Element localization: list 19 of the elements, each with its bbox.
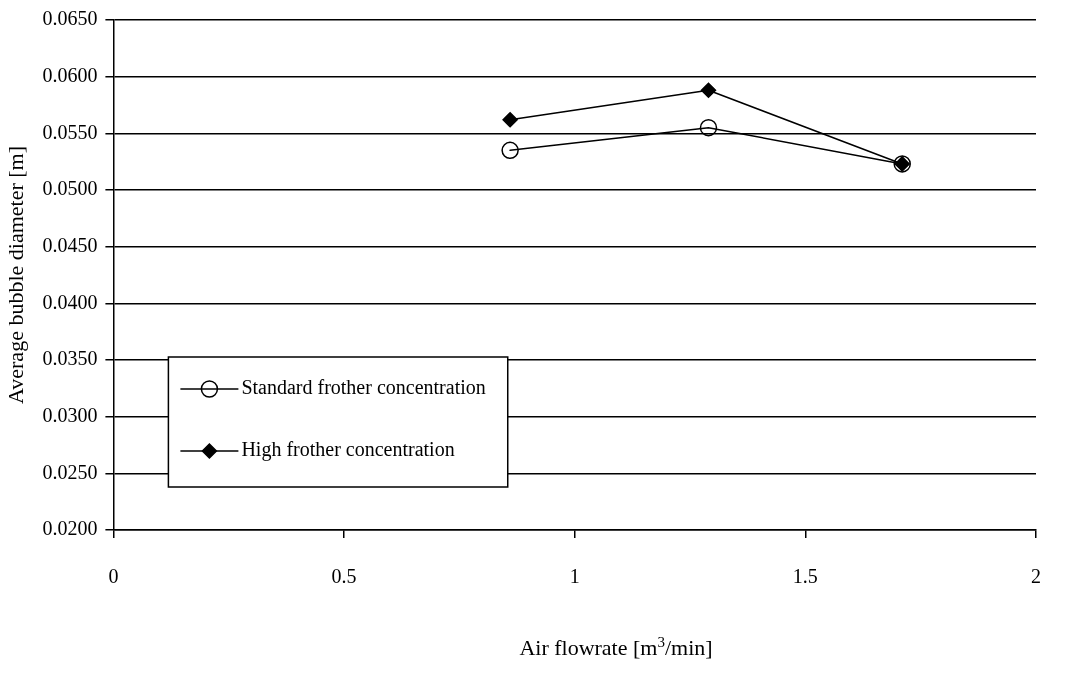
y-tick-label: 0.0400	[42, 290, 98, 313]
y-tick-label: 0.0650	[42, 7, 98, 30]
x-tick-label: 0	[108, 565, 119, 588]
y-axis-title: Average bubble diameter [m]	[2, 146, 28, 404]
legend-label: High frother concentration	[241, 438, 455, 462]
y-tick-label: 0.0500	[42, 177, 98, 200]
y-tick-label: 0.0550	[42, 120, 98, 143]
x-tick-label: 1	[569, 565, 580, 588]
legend-label: Standard frother concentration	[241, 376, 486, 399]
x-tick-label: 1.5	[792, 565, 818, 588]
y-tick-label: 0.0200	[42, 517, 98, 540]
y-tick-label: 0.0600	[42, 63, 98, 86]
x-axis-title: Air flowrate [m$^{3}$/min]	[518, 634, 714, 662]
y-tick-label: 0.0250	[42, 460, 98, 483]
x-tick-label: 2	[1031, 565, 1041, 588]
y-tick-label: 0.0350	[42, 347, 98, 370]
x-tick-label: 0.5	[331, 565, 357, 588]
y-tick-label: 0.0450	[42, 233, 98, 256]
y-tick-label: 0.0300	[42, 403, 98, 426]
